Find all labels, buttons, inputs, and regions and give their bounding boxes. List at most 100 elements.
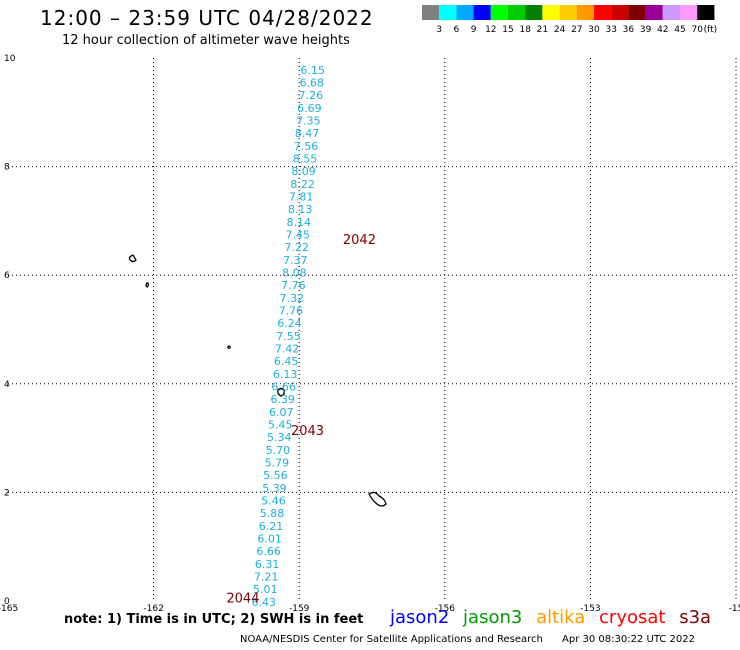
satellite-jason2: jason2 [390, 607, 450, 628]
legend-swatch [525, 5, 543, 20]
y-tick-label: 6 [4, 271, 10, 281]
wave-height-point: 7.76 [279, 304, 304, 317]
wave-height-point: 6.66 [256, 545, 281, 558]
x-tick-label: -165 [0, 604, 18, 614]
island-molokai [277, 387, 285, 397]
wave-height-point: 8.55 [293, 152, 318, 165]
satellite-legend: jason2 jason3 altika cryosat s3a [390, 607, 719, 628]
legend-label: 6 [454, 25, 460, 35]
footnote: note: 1) Time is in UTC; 2) SWH is in fe… [64, 612, 364, 627]
wave-height-point: 5.01 [253, 583, 278, 596]
wave-height-point: 5.79 [265, 457, 290, 470]
legend-label: 21 [537, 25, 548, 35]
wave-height-point: 6.07 [269, 406, 294, 419]
legend-label: 30 [588, 25, 600, 35]
legend-label: 18 [519, 25, 531, 35]
legend-swatch [697, 5, 715, 20]
legend-swatch [628, 5, 646, 20]
wave-height-point: 7.37 [283, 254, 308, 267]
legend-label: 12 [485, 25, 496, 35]
x-tick-label: -159 [289, 604, 310, 614]
legend-swatch [576, 5, 594, 20]
wave-height-point: 6.24 [277, 317, 302, 330]
wave-height-point: 7.81 [289, 190, 314, 203]
legend-swatch [680, 5, 698, 20]
wave-height-point: 6.43 [252, 596, 277, 609]
wave-height-point: 6.13 [273, 368, 298, 381]
legend-unit: (ft) [704, 25, 718, 35]
chart-title: 12:00 – 23:59 UTC 04/28/2022 [40, 6, 374, 30]
legend-label: 39 [640, 25, 652, 35]
x-tick-label: -162 [143, 604, 163, 614]
legend-label: 9 [471, 25, 477, 35]
wave-height-point: 6.68 [300, 76, 325, 89]
wave-height-point: 7.56 [294, 140, 319, 153]
island-oahu [145, 282, 149, 288]
wave-height-point: 7.55 [276, 330, 301, 343]
wave-height-point: 6.39 [270, 393, 295, 406]
legend-swatch [559, 5, 577, 20]
wave-height-point: 6.31 [255, 558, 280, 571]
legend-swatch [508, 5, 526, 20]
legend-label: 3 [436, 25, 442, 35]
island-kauai [128, 254, 137, 263]
satellite-cryosat: cryosat [599, 607, 666, 628]
legend-swatch [542, 5, 560, 20]
legend-swatch [456, 5, 474, 20]
legend-swatch [645, 5, 663, 20]
y-tick-label: 2 [4, 488, 10, 498]
wave-height-point: 8.08 [282, 266, 307, 279]
wave-height-point: 7.35 [296, 114, 321, 127]
legend-label: 15 [502, 25, 513, 35]
legend-label: 24 [554, 25, 566, 35]
wave-height-point: 6.69 [297, 102, 322, 115]
y-tick-label: 8 [4, 163, 10, 173]
legend-swatch [611, 5, 629, 20]
wave-height-point: 5.45 [268, 419, 293, 432]
legend-swatch [473, 5, 491, 20]
time-label: 2044 [226, 591, 259, 606]
wave-height-point: 5.46 [261, 495, 286, 508]
time-label: 2042 [343, 233, 376, 248]
legend-swatch [490, 5, 508, 20]
wave-height-point: 6.01 [257, 533, 282, 546]
legend-swatch [594, 5, 612, 20]
legend-label: 45 [674, 25, 685, 35]
wave-height-point: 5.56 [263, 469, 288, 482]
wave-height-point: 5.88 [260, 507, 285, 520]
x-tick-label: -15 [729, 604, 740, 614]
satellite-jason3: jason3 [463, 607, 523, 628]
y-tick-label: 10 [4, 54, 16, 64]
wave-height-point: 6.45 [274, 355, 299, 368]
legend-swatch [439, 5, 457, 20]
wave-height-point: 7.76 [281, 279, 306, 292]
wave-height-point: 5.70 [266, 444, 291, 457]
wave-height-point: 7.21 [254, 571, 279, 584]
wave-height-point: 8.14 [286, 216, 311, 229]
credit-line: NOAA/NESDIS Center for Satellite Applica… [240, 634, 695, 645]
wave-height-point: 8.13 [288, 203, 313, 216]
x-tick-label: -156 [435, 604, 456, 614]
x-tick-label: -153 [580, 604, 600, 614]
satellite-s3a: s3a [679, 607, 712, 628]
legend-label: 33 [605, 25, 616, 35]
wave-height-point: 6.15 [301, 64, 326, 77]
wave-height-point: 5.34 [267, 431, 292, 444]
legend-swatch [662, 5, 680, 20]
wave-height-point: 7.42 [275, 343, 300, 356]
y-tick-label: 4 [4, 380, 10, 390]
y-tick-label: 0 [4, 597, 10, 607]
credit-text: NOAA/NESDIS Center for Satellite Applica… [240, 634, 543, 645]
island-big [368, 491, 387, 507]
legend-label: 27 [571, 25, 582, 35]
wave-height-point: 6.21 [259, 520, 284, 533]
wave-height-point: 6.66 [271, 381, 296, 394]
wave-height-point: 8.22 [290, 178, 315, 191]
wave-height-point: 5.39 [262, 482, 287, 495]
wave-height-point: 7.32 [280, 292, 305, 305]
chart-subtitle: 12 hour collection of altimeter wave hei… [62, 33, 350, 48]
time-label: 2043 [291, 424, 324, 439]
legend-label: 70 [691, 25, 703, 35]
wave-height-point: 8.09 [291, 165, 316, 178]
